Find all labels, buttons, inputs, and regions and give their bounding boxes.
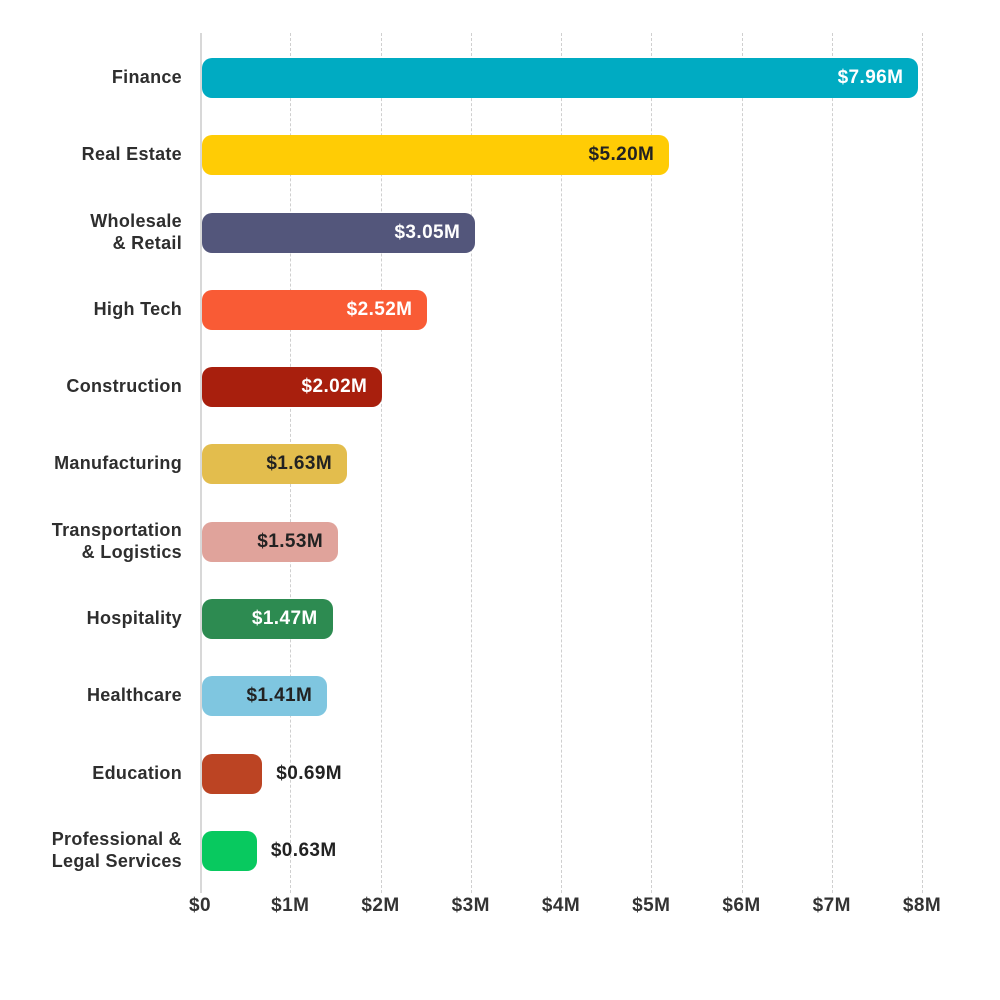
category-label-line: Education [92, 762, 182, 783]
gridline [561, 33, 562, 893]
category-label: High Tech [0, 299, 182, 321]
category-label: Professional & Legal Services [0, 829, 182, 873]
category-label: Wholesale & Retail [0, 211, 182, 255]
x-tick-label: $3M [451, 895, 490, 916]
category-label: Finance [0, 67, 182, 89]
value-label: $5.20M [588, 144, 655, 166]
value-label: $3.05M [394, 221, 461, 243]
bar-finance: $7.96M [202, 58, 919, 98]
value-label: $1.41M [246, 685, 313, 707]
bar-healthcare: $1.41M [202, 676, 328, 717]
bar-professional-legal-services [202, 830, 257, 871]
x-tick-label: $0 [189, 895, 211, 916]
bar-manufacturing: $1.63M [202, 444, 348, 485]
bar-transportation-logistics: $1.53M [202, 521, 339, 562]
gridline [922, 33, 923, 893]
value-label: $0.69M [276, 762, 343, 784]
category-label: Manufacturing [0, 453, 182, 475]
category-label-line: Real Estate [81, 144, 182, 165]
category-label: Education [0, 763, 182, 785]
value-label: $2.52M [346, 298, 413, 320]
category-label-line: Wholesale [90, 210, 182, 231]
value-label: $7.96M [837, 67, 904, 88]
gridline [831, 33, 833, 893]
category-label-line: High Tech [93, 298, 182, 319]
bar-construction: $2.02M [202, 367, 383, 408]
category-label-line: Hospitality [86, 607, 182, 628]
value-label: $0.63M [270, 839, 337, 861]
category-label-line: & Logistics [81, 541, 182, 562]
bar-high-tech: $2.52M [202, 289, 428, 330]
gridline [741, 33, 743, 893]
bar-hospitality: $1.47M [202, 598, 333, 639]
x-tick-label: $5M [632, 895, 671, 916]
x-tick-label: $4M [541, 895, 581, 916]
category-label-line: Legal Services [51, 850, 182, 871]
x-tick-label: $7M [812, 895, 851, 916]
category-label-line: Construction [66, 376, 182, 397]
category-label-line: & Retail [112, 232, 182, 253]
category-label: Healthcare [0, 685, 182, 707]
value-label: $2.02M [301, 376, 368, 398]
x-tick-label: $2M [361, 895, 400, 916]
bar-education [202, 753, 263, 794]
category-label-line: Manufacturing [54, 453, 182, 474]
category-label: Construction [0, 376, 182, 398]
x-tick-label: $6M [722, 895, 761, 916]
category-label-line: Healthcare [86, 685, 182, 706]
value-label: $1.63M [266, 453, 333, 475]
x-tick-label: $1M [271, 895, 310, 916]
gridline [380, 33, 382, 893]
category-label: Hospitality [0, 608, 182, 630]
category-label-line: Transportation [51, 519, 182, 540]
value-label: $1.47M [251, 607, 318, 629]
gridline [651, 33, 653, 893]
value-label: $1.53M [257, 530, 324, 552]
category-label: Real Estate [0, 144, 182, 166]
category-label: Transportation & Logistics [0, 520, 182, 564]
y-axis-line [200, 33, 202, 893]
category-label-line: Finance [111, 67, 182, 88]
gridline [470, 33, 472, 893]
bar-wholesale-retail: $3.05M [202, 212, 476, 253]
bar-real-estate: $5.20M [202, 135, 670, 176]
category-label-line: Professional & [51, 828, 182, 849]
x-tick-label: $8M [902, 895, 942, 916]
